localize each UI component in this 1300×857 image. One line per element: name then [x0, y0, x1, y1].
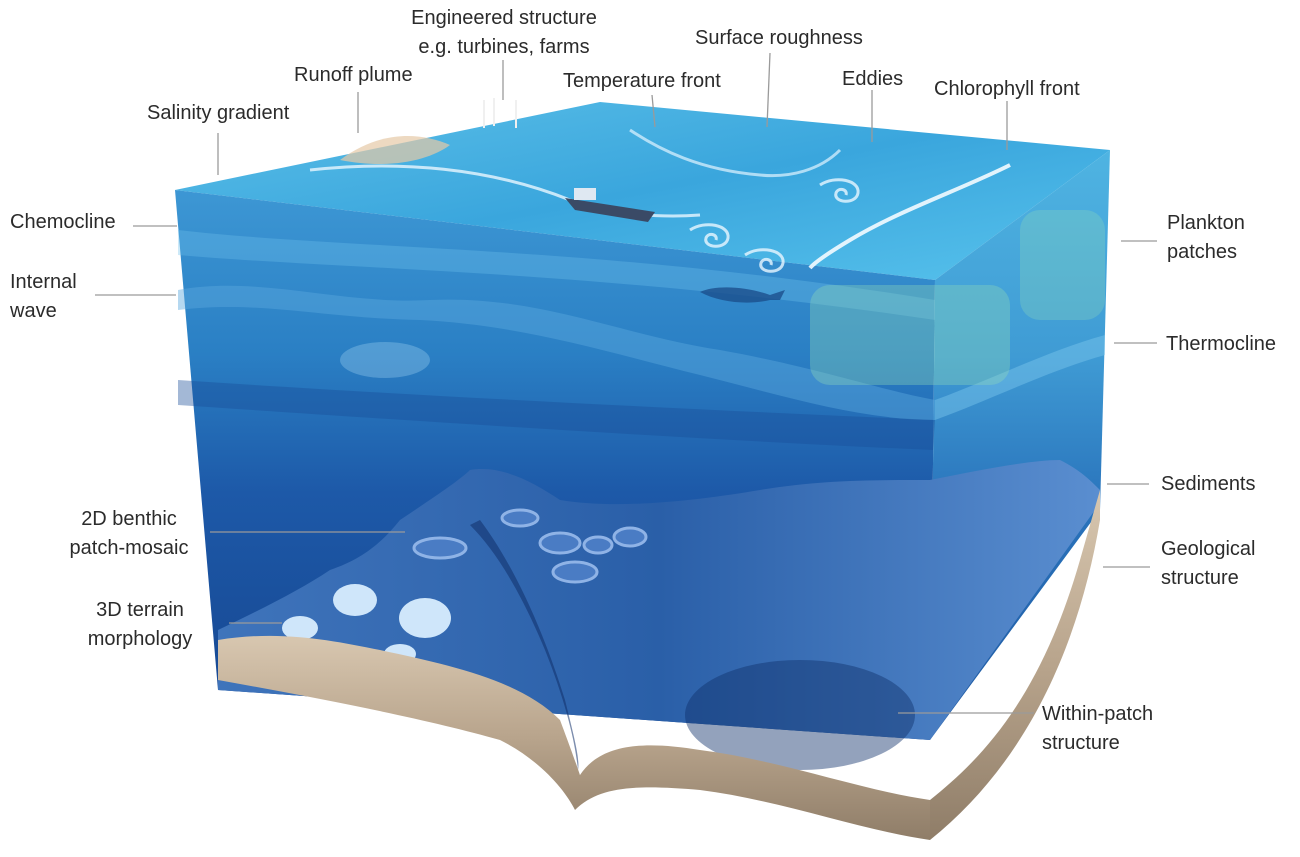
label-sediments: Sediments — [1161, 473, 1256, 495]
label-chemocline: Chemocline — [10, 211, 116, 233]
label-terrain-morphology: 3D terrain morphology — [87, 599, 193, 650]
chlorophyll-front-line — [808, 163, 1011, 270]
sediment-layer-front — [218, 635, 930, 840]
plankton-patch — [810, 285, 1010, 385]
boat-wake — [309, 164, 701, 218]
benthic-patch — [500, 508, 540, 528]
chemocline-layer — [178, 230, 935, 320]
plankton-patch-side — [1020, 210, 1105, 320]
benthic-patch — [412, 536, 468, 560]
deep-layer-boundary — [178, 380, 935, 450]
label-chlorophyll-front: Chlorophyll front — [934, 78, 1080, 100]
label-eddies: Eddies — [842, 68, 904, 90]
label-salinity-gradient: Salinity gradient — [147, 102, 290, 124]
eddy-swirl — [744, 248, 785, 273]
fish-school — [340, 342, 430, 378]
leader-lines — [95, 52, 1157, 714]
eddy-swirl — [819, 178, 860, 203]
label-surface-roughness: Surface roughness — [695, 27, 863, 49]
label-runoff-plume: Runoff plume — [294, 64, 413, 86]
benthic-patch — [551, 560, 599, 584]
label-internal-wave: Internal wave — [10, 271, 77, 322]
temperature-front-line — [629, 128, 842, 178]
terrain-mound — [333, 584, 377, 616]
benthic-patch — [612, 526, 648, 548]
boat-cabin — [574, 188, 596, 200]
sediment-layer-side — [930, 490, 1100, 840]
label-geological-structure: Geological structure — [1161, 538, 1256, 589]
internal-wave-layer — [178, 285, 935, 420]
benthic-patch — [538, 531, 582, 555]
label-plankton-patches: Plankton patches — [1167, 212, 1245, 263]
label-within-patch-structure: Within-patch structure — [1042, 703, 1154, 754]
runoff-plume — [340, 135, 450, 165]
terrain-mound — [282, 616, 318, 640]
boat-icon — [565, 198, 655, 222]
side-thermocline — [935, 335, 1105, 420]
terrain-mound — [399, 598, 451, 638]
label-thermocline: Thermocline — [1166, 333, 1277, 355]
whale-icon — [700, 287, 785, 303]
label-engineered-structure: Engineered structure e.g. turbines, farm… — [411, 7, 597, 58]
within-patch-texture — [685, 660, 915, 770]
label-temperature-front: Temperature front — [563, 70, 721, 92]
label-benthic-patch-mosaic: 2D benthic patch-mosaic — [69, 508, 189, 559]
benthic-patch — [582, 535, 614, 555]
eddy-swirl — [689, 223, 730, 248]
